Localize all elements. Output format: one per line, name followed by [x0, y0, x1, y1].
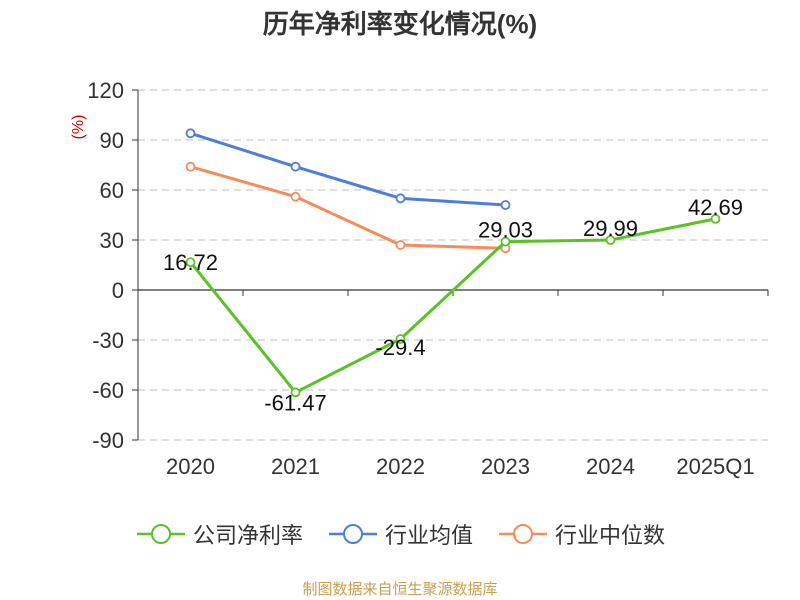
data-point	[500, 200, 511, 210]
y-axis-unit-label: (%)	[70, 115, 87, 140]
y-tick-label: -60	[92, 378, 124, 403]
data-label: 29.99	[583, 216, 638, 241]
data-point	[710, 213, 721, 224]
x-tick-label: 2021	[271, 454, 320, 479]
legend: 公司净利率 行业均值 行业中位数	[0, 518, 800, 550]
data-point	[395, 193, 406, 204]
data-label: 29.03	[478, 218, 533, 243]
y-tick-label: 30	[100, 228, 124, 253]
legend-swatch	[136, 524, 185, 544]
legend-swatch-marker	[150, 524, 171, 544]
legend-item-industry_median[interactable]: 行业中位数	[497, 518, 665, 550]
x-tick-label: 2020	[166, 454, 215, 479]
x-tick-label: 2022	[376, 454, 425, 479]
source-note: 制图数据来自恒生聚源数据库	[302, 581, 498, 598]
data-point	[185, 257, 196, 268]
legend-label: 公司净利率	[192, 523, 303, 548]
data-point	[605, 235, 616, 245]
data-label: -61.47	[264, 390, 326, 415]
data-label: 16.72	[163, 250, 218, 275]
data-point	[290, 387, 301, 398]
data-point	[185, 128, 196, 139]
data-point	[290, 161, 301, 172]
legend-swatch	[328, 524, 377, 544]
legend-label: 行业均值	[384, 523, 473, 548]
x-tick-label: 2023	[481, 454, 530, 479]
chart-title: 历年净利率变化情况(%)	[262, 9, 538, 39]
data-point	[500, 236, 511, 247]
legend-swatch-marker	[342, 524, 363, 544]
x-tick-label: 2025Q1	[676, 454, 754, 479]
x-tick-label: 2024	[586, 454, 635, 479]
grid-layer	[138, 89, 768, 441]
y-tick-label: -90	[92, 428, 124, 453]
series-line-industry_median	[190, 165, 506, 250]
series-layer	[185, 128, 721, 398]
data-label: 42.69	[688, 195, 743, 220]
label-layer: 16.72 -61.47 -29.4 29.03 29.99 42.69	[163, 195, 743, 416]
axis-layer: 120 90 60 30 0 -30 -60 -90 2020 2021 2022 2023 2024 2…	[70, 78, 769, 479]
y-tick-label: 90	[100, 128, 124, 153]
legend-label: 行业中位数	[555, 523, 666, 548]
series-line-industry_avg	[190, 131, 506, 207]
legend-item-company[interactable]: 公司净利率	[135, 518, 303, 550]
data-point	[290, 191, 301, 202]
legend-item-industry_avg[interactable]: 行业均值	[327, 518, 473, 550]
data-point	[395, 240, 406, 250]
data-label: -29.4	[375, 335, 425, 360]
y-tick-label: 0	[112, 278, 124, 303]
series-line-company	[189, 217, 716, 394]
data-point	[395, 334, 406, 344]
legend-swatch	[499, 524, 547, 544]
y-tick-label: 120	[87, 78, 124, 103]
data-point	[185, 161, 196, 172]
legend-swatch-marker	[513, 524, 533, 544]
y-tick-label: 60	[100, 178, 124, 203]
y-tick-label: -30	[92, 328, 124, 353]
